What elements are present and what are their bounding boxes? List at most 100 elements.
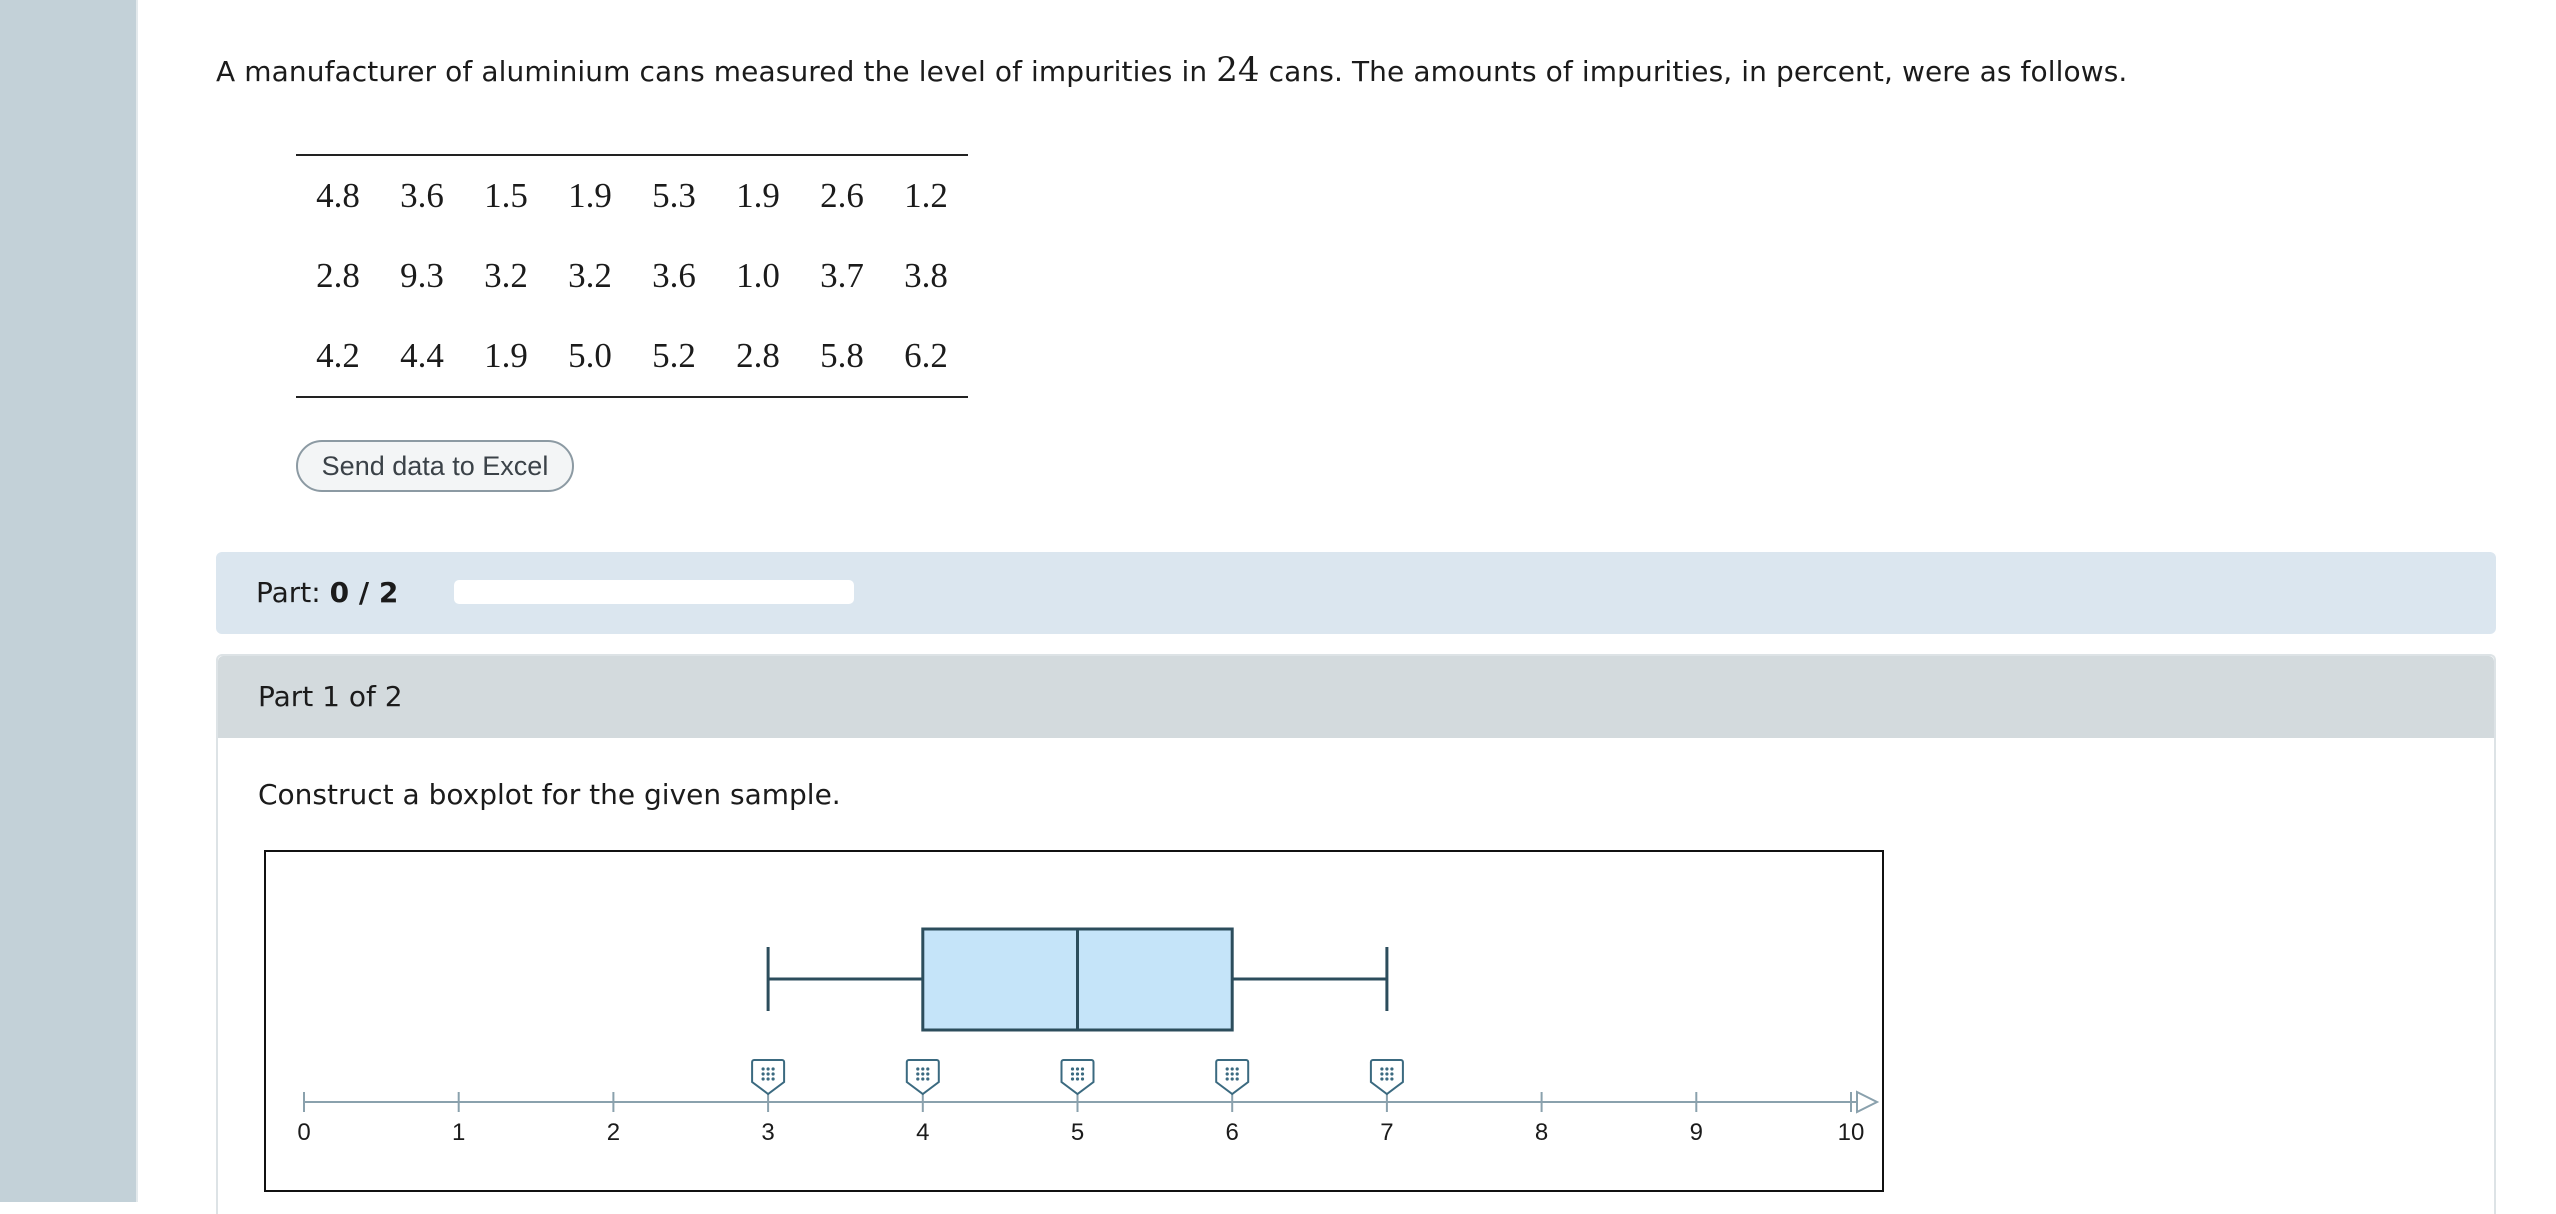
drag-dots-icon <box>1380 1067 1384 1071</box>
axis-tick-label: 4 <box>916 1119 929 1146</box>
table-cell: 5.8 <box>820 336 864 375</box>
axis-tick-label: 8 <box>1535 1119 1548 1146</box>
left-rail <box>0 0 136 1202</box>
drag-dots-icon <box>1230 1067 1234 1071</box>
problem-text-start: A manufacturer of aluminium cans measure… <box>216 55 1217 88</box>
drag-dots-icon <box>766 1077 770 1081</box>
drag-dots-icon <box>926 1072 930 1076</box>
drag-dots-icon <box>766 1072 770 1076</box>
axis-tick-label: 10 <box>1838 1119 1865 1146</box>
axis-tick-label: 7 <box>1380 1119 1393 1146</box>
drag-handle[interactable] <box>905 1059 940 1096</box>
table-cell: 5.3 <box>652 176 696 215</box>
drag-dots-icon <box>771 1067 775 1071</box>
progress-prefix: Part: <box>256 576 330 609</box>
drag-dots-icon <box>1070 1077 1075 1081</box>
drag-dots-icon <box>916 1072 920 1076</box>
drag-dots-icon <box>921 1077 925 1081</box>
axis-tick-label: 0 <box>297 1119 310 1146</box>
table-cell: 3.6 <box>400 176 444 215</box>
table-cell: 5.2 <box>652 336 696 375</box>
table-row: 2.8 9.3 3.2 3.2 3.6 1.0 3.7 3.8 <box>296 256 968 306</box>
drag-handle[interactable] <box>1060 1059 1095 1096</box>
drag-dots-icon <box>771 1072 775 1076</box>
drag-dots-icon <box>1070 1067 1075 1071</box>
table-cell: 2.8 <box>316 256 360 295</box>
axis-tick-label: 5 <box>1071 1119 1084 1146</box>
table-cell: 1.9 <box>568 176 612 215</box>
drag-dots-icon <box>1385 1067 1389 1071</box>
drag-dots-icon <box>1225 1067 1229 1071</box>
drag-dots-icon <box>916 1077 920 1081</box>
table-cell: 1.2 <box>904 176 948 215</box>
drag-handle[interactable] <box>751 1059 786 1096</box>
drag-dots-icon <box>1075 1072 1080 1076</box>
drag-dots-icon <box>1235 1077 1239 1081</box>
drag-dots-icon <box>1390 1072 1394 1076</box>
drag-dots-icon <box>1235 1072 1239 1076</box>
drag-dots-icon <box>1380 1077 1384 1081</box>
sample-size: 24 <box>1216 50 1260 90</box>
drag-dots-icon <box>1075 1067 1080 1071</box>
drag-handle[interactable] <box>1369 1059 1404 1096</box>
drag-dots-icon <box>761 1067 765 1071</box>
table-cell: 3.8 <box>904 256 948 295</box>
table-row: 4.2 4.4 1.9 5.0 5.2 2.8 5.8 6.2 <box>296 336 968 386</box>
drag-dots-icon <box>771 1077 775 1081</box>
boxplot-graph[interactable]: 0 1 2 3 4 5 6 7 8 9 10 <box>264 850 1884 1192</box>
drag-dots-icon <box>1235 1067 1239 1071</box>
drag-dots-icon <box>921 1072 925 1076</box>
part-panel: Part 1 of 2 Construct a boxplot for the … <box>216 654 2496 1214</box>
part-progress-bar: Part: 0 / 2 <box>216 552 2496 634</box>
table-cell: 1.9 <box>484 336 528 375</box>
drag-dots-icon <box>1230 1077 1234 1081</box>
table-cell: 2.8 <box>736 336 780 375</box>
table-cell: 9.3 <box>400 256 444 295</box>
drag-dots-icon <box>916 1067 920 1071</box>
drag-handle[interactable] <box>1215 1059 1250 1096</box>
table-cell: 3.7 <box>820 256 864 295</box>
axis-tick-label: 3 <box>761 1119 774 1146</box>
drag-dots-icon <box>761 1077 765 1081</box>
part-instruction: Construct a boxplot for the given sample… <box>258 778 841 811</box>
axis-tick-label: 2 <box>607 1119 620 1146</box>
table-cell: 5.0 <box>568 336 612 375</box>
table-cell: 4.4 <box>400 336 444 375</box>
table-row: 4.8 3.6 1.5 1.9 5.3 1.9 2.6 1.2 <box>296 176 968 226</box>
drag-dots-icon <box>921 1067 925 1071</box>
table-cell: 1.5 <box>484 176 528 215</box>
boxplot-canvas[interactable]: 0 1 2 3 4 5 6 7 8 9 10 <box>266 852 1882 1190</box>
table-cell: 3.6 <box>652 256 696 295</box>
problem-text-end: cans. The amounts of impurities, in perc… <box>1259 55 2128 88</box>
arrow-right-icon <box>1856 1090 1880 1114</box>
rail-separator <box>136 0 138 1202</box>
data-table: 4.8 3.6 1.5 1.9 5.3 1.9 2.6 1.2 2.8 9.3 … <box>296 154 968 398</box>
axis-tick-label: 1 <box>452 1119 465 1146</box>
progress-label: Part: 0 / 2 <box>256 576 398 609</box>
drag-dots-icon <box>1225 1072 1229 1076</box>
drag-dots-icon <box>926 1067 930 1071</box>
drag-dots-icon <box>766 1067 770 1071</box>
drag-dots-icon <box>1080 1072 1085 1076</box>
drag-dots-icon <box>1390 1067 1394 1071</box>
part-title: Part 1 of 2 <box>258 680 403 713</box>
table-cell: 1.0 <box>736 256 780 295</box>
drag-dots-icon <box>926 1077 930 1081</box>
send-data-to-excel-button[interactable]: Send data to Excel <box>296 440 574 492</box>
table-cell: 1.9 <box>736 176 780 215</box>
progress-value: 0 / 2 <box>329 576 399 609</box>
drag-dots-icon <box>1385 1072 1389 1076</box>
drag-dots-icon <box>1075 1077 1080 1081</box>
drag-dots-icon <box>1080 1067 1085 1071</box>
drag-dots-icon <box>1380 1072 1384 1076</box>
axis-tick-label: 9 <box>1690 1119 1703 1146</box>
drag-dots-icon <box>761 1072 765 1076</box>
table-cell: 3.2 <box>484 256 528 295</box>
progress-track <box>454 580 854 604</box>
table-cell: 2.6 <box>820 176 864 215</box>
drag-dots-icon <box>1070 1072 1075 1076</box>
drag-dots-icon <box>1390 1077 1394 1081</box>
drag-dots-icon <box>1385 1077 1389 1081</box>
part-header: Part 1 of 2 <box>218 656 2494 738</box>
table-cell: 4.2 <box>316 336 360 375</box>
